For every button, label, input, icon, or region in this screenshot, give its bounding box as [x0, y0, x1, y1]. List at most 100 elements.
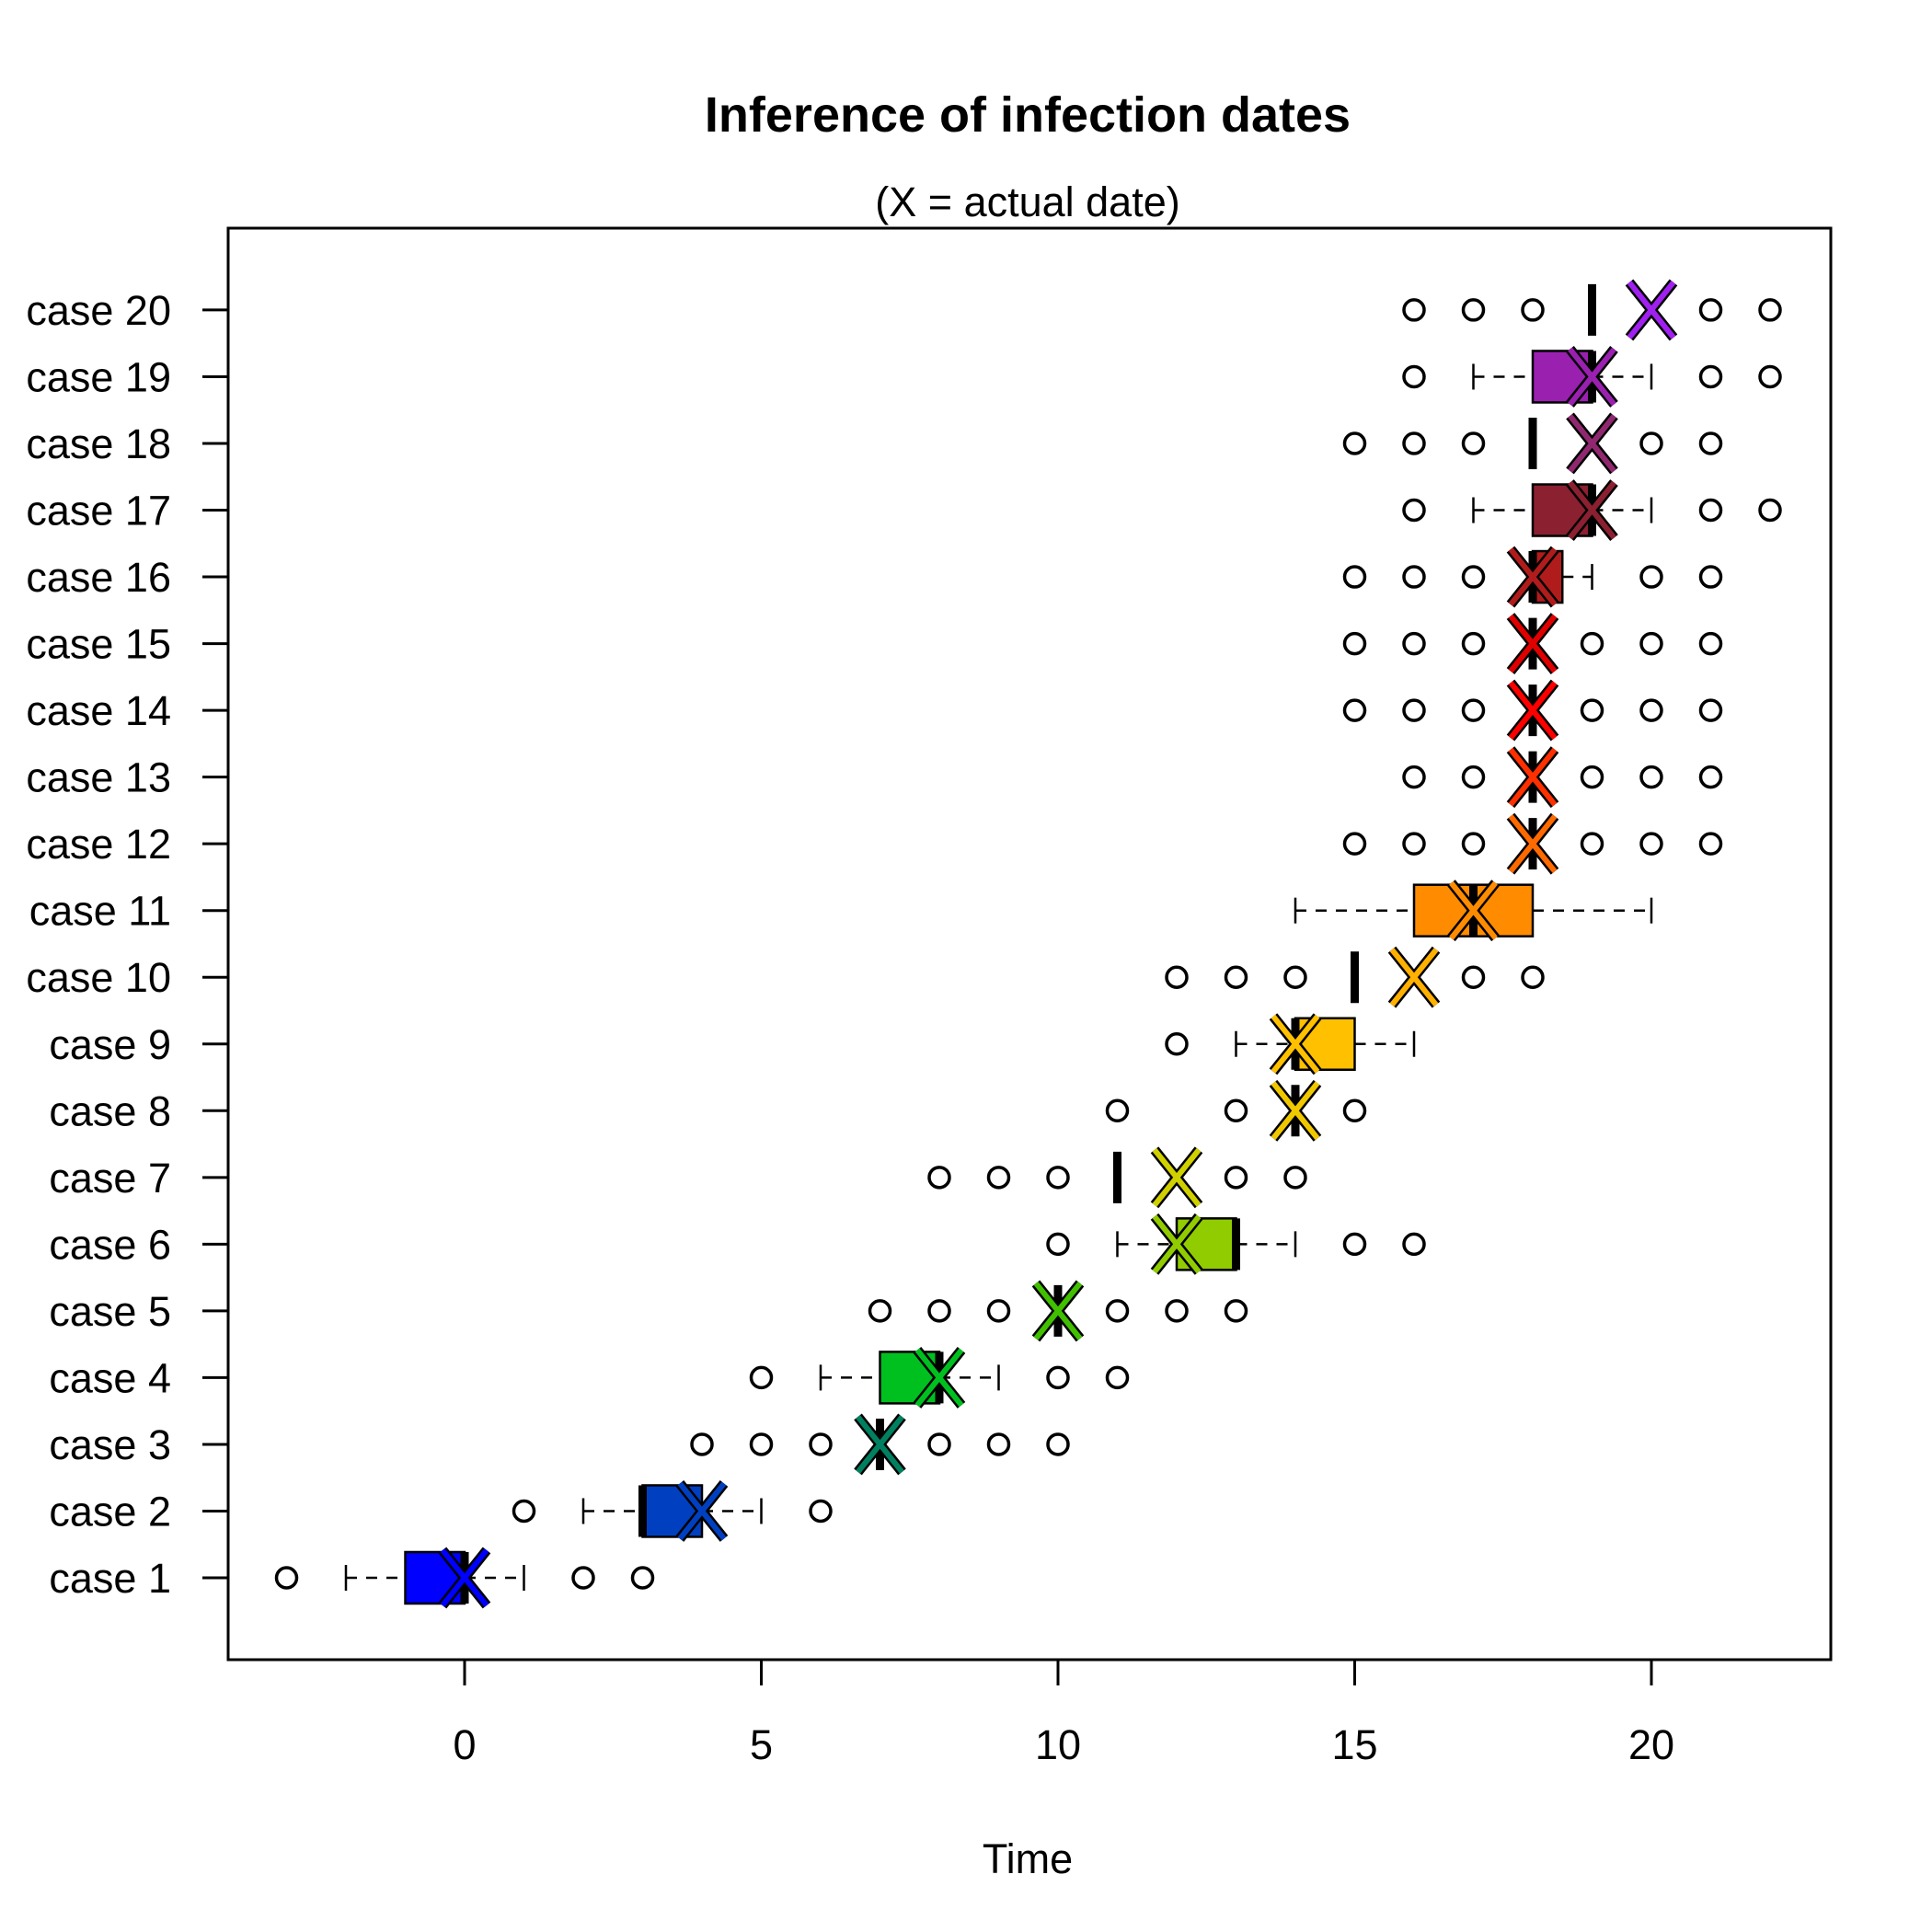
- outlier-point: [1461, 298, 1486, 322]
- y-tick-label: case 4: [49, 1354, 171, 1401]
- outlier-point: [1224, 1166, 1248, 1190]
- outlier-point: [1521, 298, 1545, 322]
- box-group: [1105, 1079, 1367, 1142]
- box-group: [512, 1480, 833, 1542]
- y-tick-label: case 10: [26, 954, 171, 1001]
- box-group: [1165, 1013, 1416, 1075]
- outlier-point: [1461, 431, 1486, 455]
- outlier-point: [868, 1299, 892, 1323]
- outlier-point: [1046, 1432, 1070, 1456]
- actual-date-marker: [914, 1348, 964, 1408]
- outlier-point: [1639, 631, 1663, 656]
- outlier-point: [1758, 498, 1782, 523]
- y-tick-label: case 7: [49, 1155, 171, 1202]
- actual-date-marker: [1508, 814, 1558, 874]
- outlier-point: [1402, 698, 1426, 722]
- outlier-point: [1402, 631, 1426, 656]
- outlier-point: [1342, 631, 1367, 656]
- box-group: [1402, 746, 1723, 809]
- actual-date-marker: [1508, 747, 1558, 807]
- actual-date-marker: [1627, 281, 1676, 339]
- box-group: [1294, 880, 1653, 942]
- box-group: [1165, 946, 1545, 1008]
- outlier-point: [927, 1432, 951, 1456]
- chart-subtitle: (X = actual date): [875, 178, 1179, 225]
- box-group: [1342, 412, 1723, 475]
- actual-date-marker: [1568, 347, 1616, 407]
- outlier-point: [690, 1432, 714, 1456]
- outlier-point: [1758, 364, 1782, 389]
- outlier-point: [571, 1566, 595, 1590]
- outlier-point: [1402, 364, 1426, 389]
- y-tick-label: case 3: [49, 1421, 171, 1468]
- outlier-point: [1402, 498, 1426, 523]
- y-tick-label: case 1: [49, 1555, 171, 1602]
- outlier-point: [1698, 631, 1723, 656]
- outlier-point: [1165, 1299, 1189, 1323]
- x-axis: 0 5 10 15 20: [453, 1658, 1674, 1768]
- actual-date-marker: [1508, 547, 1558, 606]
- outlier-point: [512, 1499, 536, 1524]
- outlier-point: [1224, 1098, 1248, 1123]
- outlier-point: [986, 1432, 1011, 1456]
- outlier-point: [1342, 565, 1367, 589]
- outlier-point: [1698, 698, 1723, 722]
- box-group: [1342, 812, 1723, 875]
- outlier-point: [1283, 1166, 1307, 1190]
- outlier-point: [1580, 832, 1604, 856]
- outlier-point: [986, 1166, 1011, 1190]
- outlier-point: [1342, 1232, 1367, 1257]
- y-tick-label: case 20: [26, 287, 171, 334]
- outlier-point: [630, 1566, 655, 1590]
- outlier-point: [809, 1432, 833, 1456]
- outlier-point: [1461, 565, 1486, 589]
- outlier-point: [1046, 1232, 1070, 1257]
- outlier-point: [1461, 832, 1486, 856]
- y-tick-label: case 9: [49, 1021, 171, 1068]
- y-axis: case 1 case 2 case 3 case 4 case 5 case 6 case…: [26, 287, 228, 1602]
- outlier-point: [1639, 832, 1663, 856]
- outlier-point: [1046, 1365, 1070, 1390]
- actual-date-marker: [677, 1481, 727, 1541]
- outlier-point: [1639, 765, 1663, 789]
- outlier-point: [1342, 698, 1367, 722]
- actual-date-marker: [1508, 681, 1558, 740]
- box-group: [1402, 479, 1782, 541]
- outlier-point: [1698, 498, 1723, 523]
- outlier-point: [1580, 631, 1604, 656]
- y-tick-label: case 16: [26, 554, 171, 601]
- actual-date-marker: [440, 1548, 489, 1607]
- outlier-point: [1105, 1299, 1130, 1323]
- x-tick-label: 20: [1628, 1721, 1674, 1768]
- y-tick-label: case 13: [26, 754, 171, 801]
- y-tick-label: case 19: [26, 353, 171, 400]
- outlier-point: [1342, 832, 1367, 856]
- actual-date-marker: [1033, 1282, 1083, 1340]
- outlier-point: [1224, 965, 1248, 989]
- actual-date-marker: [1508, 614, 1558, 673]
- box-group: [1402, 279, 1782, 341]
- box-group: [1342, 679, 1723, 742]
- outlier-point: [1165, 1032, 1189, 1056]
- y-tick-label: case 15: [26, 621, 171, 668]
- outlier-point: [1580, 698, 1604, 722]
- outlier-point: [1402, 765, 1426, 789]
- actual-date-marker: [1568, 414, 1616, 473]
- outlier-point: [1521, 965, 1545, 989]
- actual-date-marker: [856, 1415, 904, 1474]
- x-tick-label: 10: [1035, 1721, 1081, 1768]
- outlier-point: [1105, 1098, 1130, 1123]
- outlier-point: [1105, 1365, 1130, 1390]
- y-tick-label: case 5: [49, 1288, 171, 1335]
- outlier-point: [1461, 965, 1486, 989]
- y-tick-label: case 17: [26, 488, 171, 535]
- outlier-point: [1639, 431, 1663, 455]
- actual-date-marker: [1152, 1147, 1202, 1207]
- y-tick-label: case 11: [29, 888, 171, 935]
- outlier-point: [1698, 298, 1723, 322]
- box-group: [690, 1413, 1070, 1476]
- x-axis-title: Time: [983, 1835, 1073, 1882]
- outlier-point: [1698, 565, 1723, 589]
- y-tick-label: case 2: [49, 1488, 171, 1535]
